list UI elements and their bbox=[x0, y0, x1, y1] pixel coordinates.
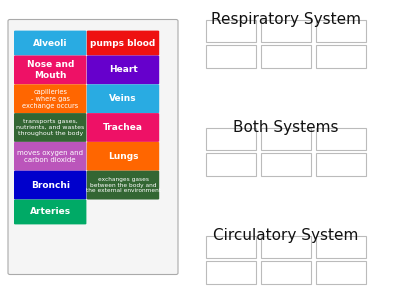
FancyBboxPatch shape bbox=[316, 261, 366, 284]
FancyBboxPatch shape bbox=[87, 142, 159, 171]
FancyBboxPatch shape bbox=[261, 153, 311, 176]
FancyBboxPatch shape bbox=[261, 45, 311, 68]
Text: exchanges gases
between the body and
the external environment: exchanges gases between the body and the… bbox=[86, 177, 160, 194]
FancyBboxPatch shape bbox=[14, 200, 86, 224]
FancyBboxPatch shape bbox=[87, 84, 159, 113]
Text: capilleries
- where gas
exchange occurs: capilleries - where gas exchange occurs bbox=[22, 89, 78, 109]
FancyBboxPatch shape bbox=[206, 45, 256, 68]
Text: Trachea: Trachea bbox=[103, 123, 143, 132]
FancyBboxPatch shape bbox=[261, 236, 311, 258]
FancyBboxPatch shape bbox=[14, 56, 86, 84]
Text: Heart: Heart bbox=[109, 65, 137, 74]
FancyBboxPatch shape bbox=[316, 236, 366, 258]
FancyBboxPatch shape bbox=[316, 153, 366, 176]
Text: Bronchi: Bronchi bbox=[31, 181, 70, 190]
FancyBboxPatch shape bbox=[8, 20, 178, 274]
FancyBboxPatch shape bbox=[14, 31, 86, 56]
Text: transports gases,
nutrients, and wastes
throughout the body: transports gases, nutrients, and wastes … bbox=[16, 119, 84, 136]
FancyBboxPatch shape bbox=[316, 45, 366, 68]
Text: Veins: Veins bbox=[109, 94, 137, 103]
FancyBboxPatch shape bbox=[87, 31, 159, 56]
FancyBboxPatch shape bbox=[206, 128, 256, 150]
Text: moves oxygen and
carbon dioxide: moves oxygen and carbon dioxide bbox=[17, 150, 83, 163]
FancyBboxPatch shape bbox=[316, 20, 366, 42]
FancyBboxPatch shape bbox=[87, 56, 159, 84]
FancyBboxPatch shape bbox=[14, 142, 86, 171]
Text: Circulatory System: Circulatory System bbox=[213, 228, 359, 243]
Text: Alveoli: Alveoli bbox=[33, 38, 68, 47]
FancyBboxPatch shape bbox=[206, 236, 256, 258]
Text: Lungs: Lungs bbox=[108, 152, 138, 161]
FancyBboxPatch shape bbox=[261, 128, 311, 150]
FancyBboxPatch shape bbox=[14, 171, 86, 200]
FancyBboxPatch shape bbox=[316, 128, 366, 150]
FancyBboxPatch shape bbox=[87, 113, 159, 142]
FancyBboxPatch shape bbox=[14, 113, 86, 142]
FancyBboxPatch shape bbox=[261, 261, 311, 284]
Text: Respiratory System: Respiratory System bbox=[211, 12, 361, 27]
Text: Both Systems: Both Systems bbox=[233, 120, 339, 135]
Text: Arteries: Arteries bbox=[30, 207, 71, 216]
FancyBboxPatch shape bbox=[206, 153, 256, 176]
FancyBboxPatch shape bbox=[206, 261, 256, 284]
Text: pumps blood: pumps blood bbox=[90, 38, 156, 47]
FancyBboxPatch shape bbox=[87, 171, 159, 200]
Text: Nose and
Mouth: Nose and Mouth bbox=[26, 60, 74, 80]
FancyBboxPatch shape bbox=[261, 20, 311, 42]
FancyBboxPatch shape bbox=[14, 84, 86, 113]
FancyBboxPatch shape bbox=[206, 20, 256, 42]
